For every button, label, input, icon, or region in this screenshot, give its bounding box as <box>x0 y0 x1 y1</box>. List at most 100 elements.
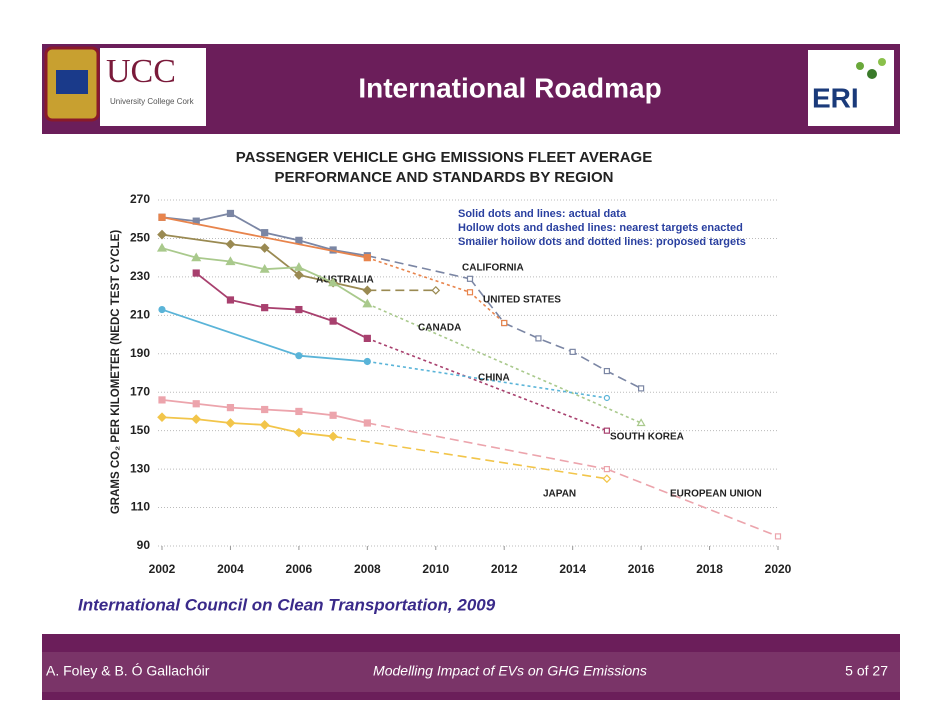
source-caption: International Council on Clean Transport… <box>78 595 496 614</box>
series-label: UNITED STATES <box>483 295 561 306</box>
point <box>636 418 646 427</box>
point <box>225 418 236 428</box>
point <box>329 411 337 419</box>
series-label: CANADA <box>418 323 461 334</box>
point <box>569 348 576 355</box>
projection-connector <box>367 422 608 470</box>
y-axis-label: GRAMS CO₂ PER KILOMETER (NEDC TEST CYCLE… <box>110 230 122 514</box>
point <box>226 209 235 218</box>
series-label: CHINA <box>478 373 510 384</box>
projection-connector <box>367 303 642 424</box>
chart-title: PASSENGER VEHICLE GHG EMISSIONS FLEET AV… <box>236 149 652 166</box>
eri-dot <box>878 58 886 66</box>
point <box>501 319 508 327</box>
point <box>603 394 610 402</box>
projection-connector <box>332 435 608 480</box>
point <box>191 252 202 262</box>
y-tick-label: 150 <box>130 423 150 437</box>
point <box>259 243 270 253</box>
series-label: CALIFORNIA <box>462 263 524 274</box>
point <box>191 414 202 424</box>
point <box>603 367 610 375</box>
point <box>261 304 269 312</box>
point <box>363 334 371 342</box>
x-tick-label: 2002 <box>149 562 176 576</box>
point <box>638 385 645 392</box>
point <box>192 269 200 277</box>
y-tick-label: 90 <box>137 538 151 552</box>
point <box>294 270 304 280</box>
eri-logo-text: ERI <box>812 82 859 113</box>
point <box>362 285 373 296</box>
point <box>157 412 167 423</box>
footer-inner <box>42 652 900 692</box>
point <box>192 400 200 408</box>
projection-line <box>606 468 779 538</box>
point <box>295 352 303 360</box>
point <box>261 229 269 237</box>
point <box>259 263 270 273</box>
chart-note: Hollow dots and dashed lines: nearest ta… <box>458 222 743 234</box>
chart-note: Solid dots and lines: actual data <box>458 208 627 220</box>
footer-talk-title: Modelling Impact of EVs on GHG Emissions <box>373 663 647 679</box>
x-tick-label: 2008 <box>354 562 381 576</box>
x-tick-label: 2004 <box>217 562 244 576</box>
x-tick-label: 2016 <box>628 562 655 576</box>
series-label: SOUTH KOREA <box>610 432 684 443</box>
point <box>363 357 371 366</box>
point <box>226 404 235 412</box>
point <box>158 305 166 314</box>
x-tick-label: 2012 <box>491 562 518 576</box>
point <box>466 289 474 296</box>
x-tick-label: 2018 <box>696 562 723 576</box>
point <box>328 277 339 287</box>
y-tick-label: 190 <box>130 346 150 360</box>
x-tick-label: 2010 <box>422 562 449 576</box>
point <box>603 466 610 473</box>
series-line <box>195 272 368 340</box>
point <box>431 285 441 295</box>
ucc-crest-shield <box>56 70 88 94</box>
slide-title: International Roadmap <box>358 72 661 103</box>
point <box>328 431 338 442</box>
y-tick-label: 130 <box>130 461 150 475</box>
eri-dot <box>867 69 877 79</box>
point <box>602 474 612 484</box>
series-line <box>161 308 368 363</box>
point <box>156 242 168 252</box>
point <box>603 427 610 434</box>
point <box>295 305 303 314</box>
point <box>261 405 269 414</box>
projection-connector <box>367 254 471 280</box>
projection-line <box>469 291 505 324</box>
y-tick-label: 110 <box>131 500 151 514</box>
x-tick-label: 2014 <box>559 562 586 576</box>
projection-connector <box>367 256 471 294</box>
y-tick-label: 170 <box>130 384 150 398</box>
series-label: EUROPEAN UNION <box>670 489 762 500</box>
point <box>329 317 337 325</box>
point <box>226 296 235 304</box>
projection-connector <box>367 360 608 399</box>
series-line <box>161 233 368 292</box>
projection-line <box>469 278 642 390</box>
series-line <box>161 416 334 438</box>
point <box>774 533 782 540</box>
point <box>295 407 303 416</box>
point <box>225 256 236 266</box>
point <box>466 275 474 282</box>
x-tick-label: 2006 <box>286 562 313 576</box>
projection-connector <box>367 337 608 432</box>
point <box>363 419 371 427</box>
point <box>363 254 371 262</box>
point <box>259 420 270 430</box>
ucc-logo-text: UCC <box>106 53 176 90</box>
ucc-logo-subtitle: University College Cork <box>110 97 195 106</box>
point <box>535 335 542 342</box>
point <box>294 427 304 438</box>
point <box>157 229 167 240</box>
chart-note: Smaller hollow dots and dotted lines: pr… <box>458 236 746 248</box>
y-tick-label: 210 <box>130 308 150 322</box>
